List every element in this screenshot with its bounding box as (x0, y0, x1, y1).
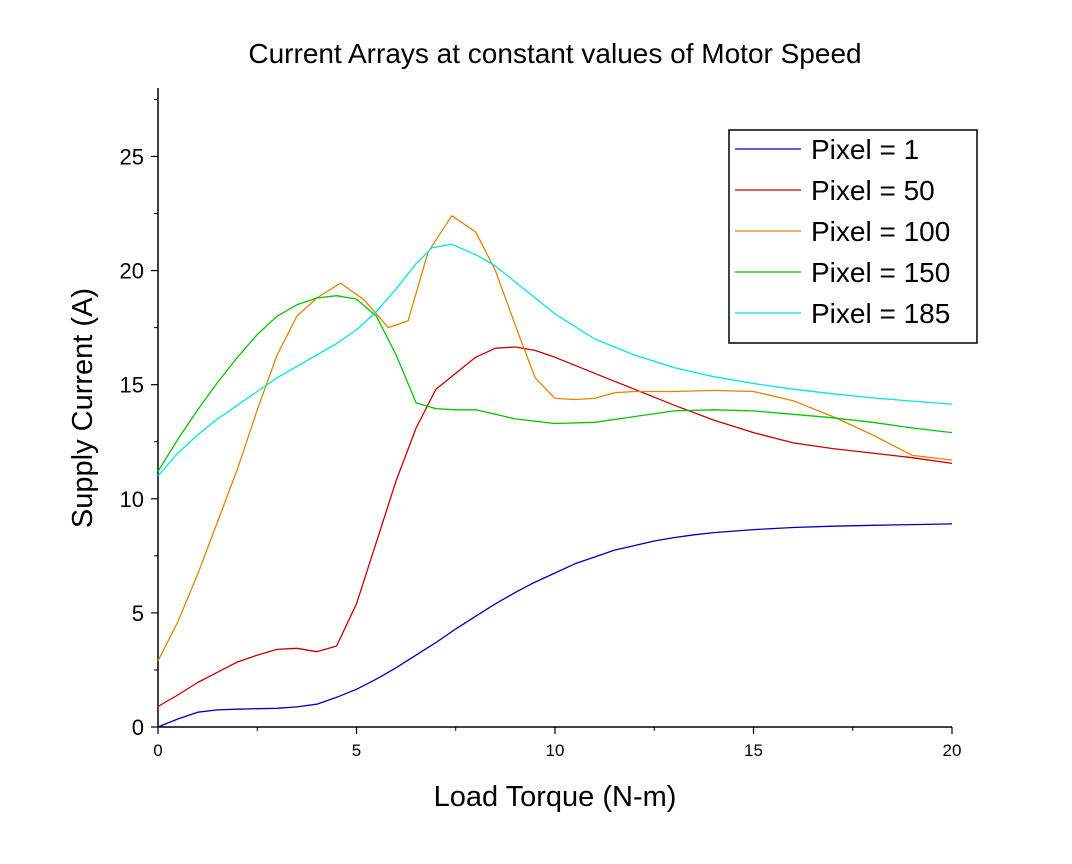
x-tick-label: 20 (943, 741, 962, 760)
series-line-5 (157, 243, 953, 477)
x-axis-label: Load Torque (N-m) (434, 781, 677, 813)
legend-label-5: Pixel = 185 (811, 298, 950, 329)
y-tick-label: 20 (120, 259, 144, 284)
chart-title: Current Arrays at constant values of Mot… (248, 38, 861, 69)
series-line-4 (157, 295, 953, 472)
y-tick-label: 25 (120, 144, 144, 169)
y-tick-label: 15 (120, 373, 144, 398)
y-tick-label: 0 (132, 715, 144, 740)
x-tick-label: 5 (352, 741, 361, 760)
y-tick-label: 10 (120, 487, 144, 512)
series-lines (157, 215, 953, 728)
legend-label-3: Pixel = 100 (811, 216, 950, 247)
x-tick-label: 10 (546, 741, 565, 760)
y-axis-label: Supply Current (A) (67, 288, 99, 528)
series-line-1 (157, 523, 953, 728)
legend-label-4: Pixel = 150 (811, 257, 950, 288)
legend-label-1: Pixel = 1 (811, 134, 919, 165)
x-tick-label: 0 (153, 741, 162, 760)
legend-label-2: Pixel = 50 (811, 175, 935, 206)
series-line-3 (157, 215, 953, 662)
x-tick-label: 15 (744, 741, 763, 760)
y-tick-label: 5 (132, 601, 144, 626)
legend-box (728, 129, 978, 344)
legend: Pixel = 1 Pixel = 50 Pixel = 100 Pixel = 15… (728, 129, 978, 344)
axes-group: 0 5 10 15 20 0 5 10 15 20 25 (120, 88, 962, 760)
series-line-2 (157, 346, 953, 708)
